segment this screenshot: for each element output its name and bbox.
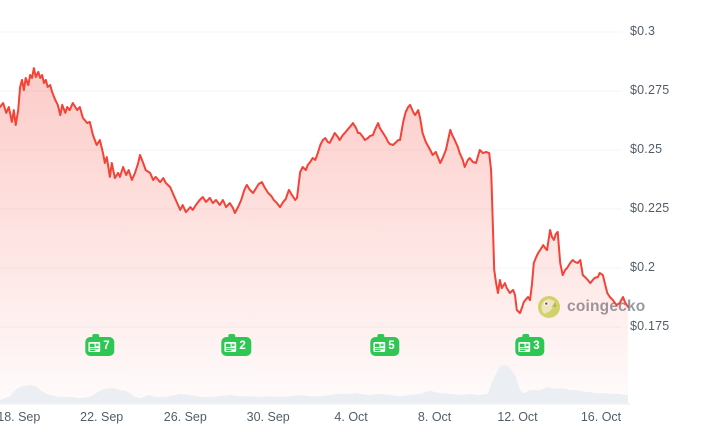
newspaper-icon [373,341,386,352]
x-axis-label: 22. Sep [80,410,124,424]
y-axis-label: $0.25 [630,142,663,156]
news-count: 7 [103,339,110,352]
newspaper-icon [224,341,237,352]
news-count: 2 [239,339,246,352]
news-annotation-badge[interactable]: 3 [515,334,545,356]
y-axis-label: $0.3 [630,24,656,38]
x-axis-label: 26. Sep [163,410,207,424]
x-axis-label: 30. Sep [246,410,290,424]
price-line [0,67,629,315]
news-count: 3 [533,339,540,352]
x-axis-label: 4. Oct [334,410,368,424]
volume-area [0,365,628,403]
x-axis-label: 12. Oct [497,410,538,424]
y-axis-label: $0.175 [630,319,670,333]
x-axis-label: 16. Oct [580,410,622,424]
newspaper-icon [88,341,101,352]
x-axis-label: 8. Oct [417,410,452,424]
y-axis-label: $0.2 [630,260,656,274]
news-annotation-badge[interactable]: 7 [85,334,115,356]
newspaper-icon [518,341,531,352]
y-axis-label: $0.275 [630,83,670,97]
x-axis-label: 18. Sep [0,410,41,424]
news-count: 5 [388,339,395,352]
news-annotation-badge[interactable]: 5 [370,334,400,356]
price-area-fill [0,68,628,404]
news-annotation-badge[interactable]: 2 [221,334,251,356]
y-axis-label: $0.225 [630,201,670,215]
